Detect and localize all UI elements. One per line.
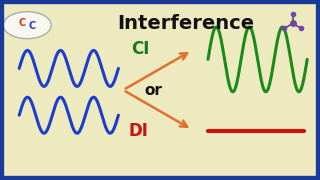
Text: C: C	[18, 18, 25, 28]
Text: C: C	[28, 21, 36, 31]
Text: Interference: Interference	[117, 14, 254, 33]
Text: or: or	[145, 82, 163, 98]
Circle shape	[3, 12, 51, 39]
Text: DI: DI	[128, 122, 148, 140]
Text: CI: CI	[131, 40, 149, 58]
